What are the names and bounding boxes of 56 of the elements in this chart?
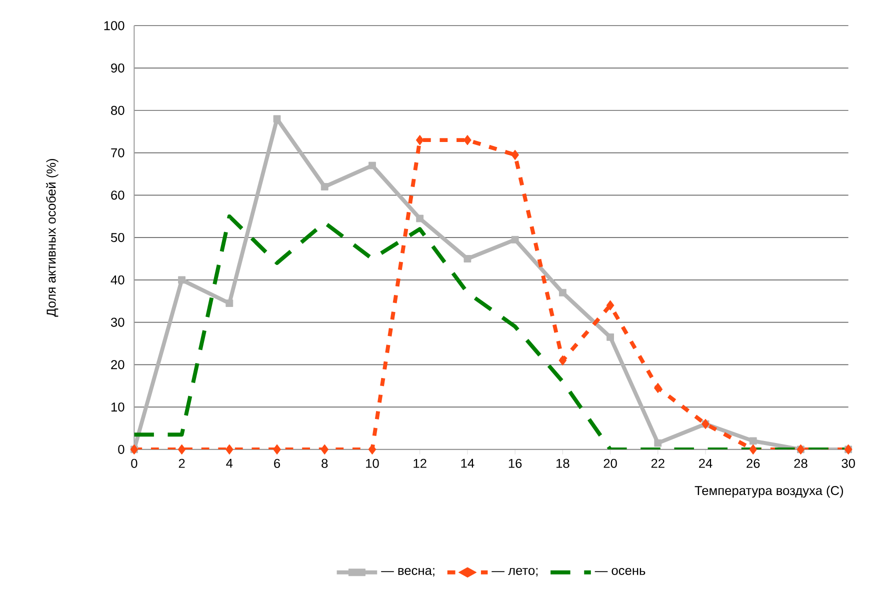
x-tick-label: 14 [461, 459, 474, 468]
x-tick-label: 8 [322, 459, 328, 468]
point [416, 135, 424, 146]
x-tick-label: 30 [842, 459, 855, 468]
point [273, 444, 281, 455]
x-tick-label: 4 [226, 459, 233, 468]
x-tick-label: 28 [794, 459, 808, 468]
x-tick-label: 18 [556, 459, 570, 468]
point [606, 300, 614, 311]
point [178, 444, 186, 455]
y-tick-label: 10 [111, 402, 124, 412]
x-tick-label: 16 [508, 459, 522, 468]
point [654, 383, 662, 394]
point [511, 150, 520, 160]
point [511, 236, 519, 244]
x-tick-label: 6 [274, 459, 280, 468]
point [225, 444, 234, 455]
y-tick-label: 40 [110, 276, 124, 285]
point [416, 215, 424, 222]
y-tick-label: 30 [110, 318, 124, 328]
point [654, 440, 662, 448]
point [226, 300, 234, 308]
y-axis-title: Доля активных особей (%) [46, 159, 58, 318]
y-tick-label: 50 [110, 233, 124, 242]
x-tick-label: 22 [651, 459, 664, 468]
x-tick-label: 2 [178, 459, 185, 468]
y-tick-label: 60 [111, 190, 124, 200]
x-tick-label: 24 [699, 459, 712, 468]
y-tick-label: 70 [111, 148, 124, 158]
y-tick-label: 80 [111, 106, 124, 116]
point [320, 183, 328, 191]
point [606, 334, 614, 342]
point [273, 115, 281, 123]
point [464, 135, 472, 146]
point [558, 355, 567, 366]
x-tick-label: 26 [746, 459, 760, 468]
legend-label: — весна; [381, 568, 434, 577]
legend-label: — осень [594, 568, 646, 576]
x-tick-label: 20 [604, 459, 617, 468]
y-tick-label: 20 [111, 360, 124, 370]
y-tick-label: 100 [104, 21, 124, 30]
point [368, 444, 376, 455]
point [368, 162, 376, 170]
y-tick-label: 0 [118, 445, 124, 454]
point [749, 437, 757, 445]
x-tick-label: 0 [131, 459, 138, 468]
point [558, 289, 566, 297]
point [320, 444, 329, 455]
point [464, 255, 472, 263]
point [749, 444, 758, 455]
y-tick-label: 90 [111, 64, 124, 73]
x-axis-title: Температура воздуха (С) [694, 486, 844, 498]
point [178, 276, 186, 284]
x-tick-label: 12 [414, 459, 426, 468]
x-tick-label: 10 [366, 459, 379, 468]
legend-label: — лето; [492, 568, 538, 577]
